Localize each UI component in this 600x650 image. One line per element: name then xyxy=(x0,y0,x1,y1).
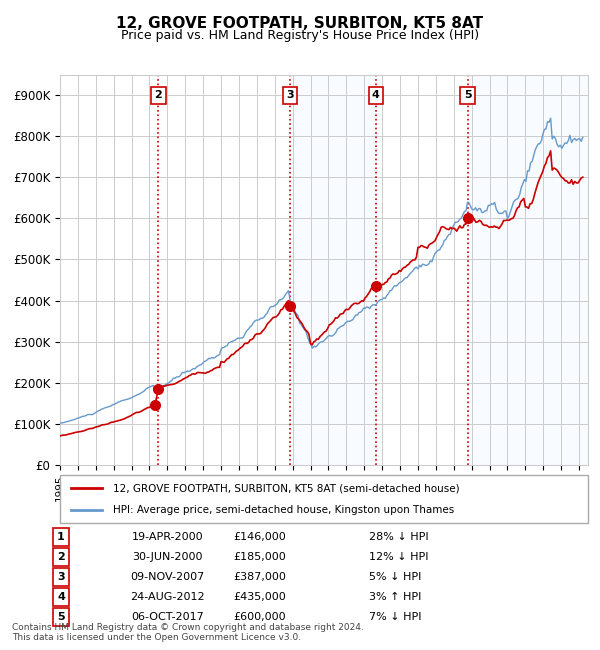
Text: £600,000: £600,000 xyxy=(233,612,286,621)
Text: 12% ↓ HPI: 12% ↓ HPI xyxy=(369,552,428,562)
Text: Price paid vs. HM Land Registry's House Price Index (HPI): Price paid vs. HM Land Registry's House … xyxy=(121,29,479,42)
Text: 3: 3 xyxy=(57,572,65,582)
Text: 5% ↓ HPI: 5% ↓ HPI xyxy=(369,572,421,582)
Text: 12, GROVE FOOTPATH, SURBITON, KT5 8AT (semi-detached house): 12, GROVE FOOTPATH, SURBITON, KT5 8AT (s… xyxy=(113,483,460,493)
Text: 12, GROVE FOOTPATH, SURBITON, KT5 8AT: 12, GROVE FOOTPATH, SURBITON, KT5 8AT xyxy=(116,16,484,31)
Text: 4: 4 xyxy=(372,90,380,100)
Text: 5: 5 xyxy=(57,612,65,621)
Text: HPI: Average price, semi-detached house, Kingston upon Thames: HPI: Average price, semi-detached house,… xyxy=(113,504,454,515)
FancyBboxPatch shape xyxy=(60,474,588,523)
Bar xyxy=(290,75,376,465)
Text: 28% ↓ HPI: 28% ↓ HPI xyxy=(369,532,429,542)
Text: 3% ↑ HPI: 3% ↑ HPI xyxy=(369,592,421,602)
Text: £387,000: £387,000 xyxy=(233,572,286,582)
Text: 24-AUG-2012: 24-AUG-2012 xyxy=(130,592,205,602)
Text: 4: 4 xyxy=(57,592,65,602)
Text: 1: 1 xyxy=(57,532,65,542)
Text: 30-JUN-2000: 30-JUN-2000 xyxy=(132,552,203,562)
Text: 5: 5 xyxy=(464,90,472,100)
Text: £435,000: £435,000 xyxy=(233,592,286,602)
Text: 2: 2 xyxy=(57,552,65,562)
Text: Contains HM Land Registry data © Crown copyright and database right 2024.
This d: Contains HM Land Registry data © Crown c… xyxy=(12,623,364,642)
Text: 3: 3 xyxy=(286,90,294,100)
Text: £146,000: £146,000 xyxy=(233,532,286,542)
Text: 19-APR-2000: 19-APR-2000 xyxy=(132,532,203,542)
Text: 09-NOV-2007: 09-NOV-2007 xyxy=(130,572,205,582)
Bar xyxy=(467,75,588,465)
Text: 06-OCT-2017: 06-OCT-2017 xyxy=(131,612,204,621)
Text: 7% ↓ HPI: 7% ↓ HPI xyxy=(369,612,422,621)
Text: 2: 2 xyxy=(155,90,163,100)
Text: £185,000: £185,000 xyxy=(233,552,286,562)
